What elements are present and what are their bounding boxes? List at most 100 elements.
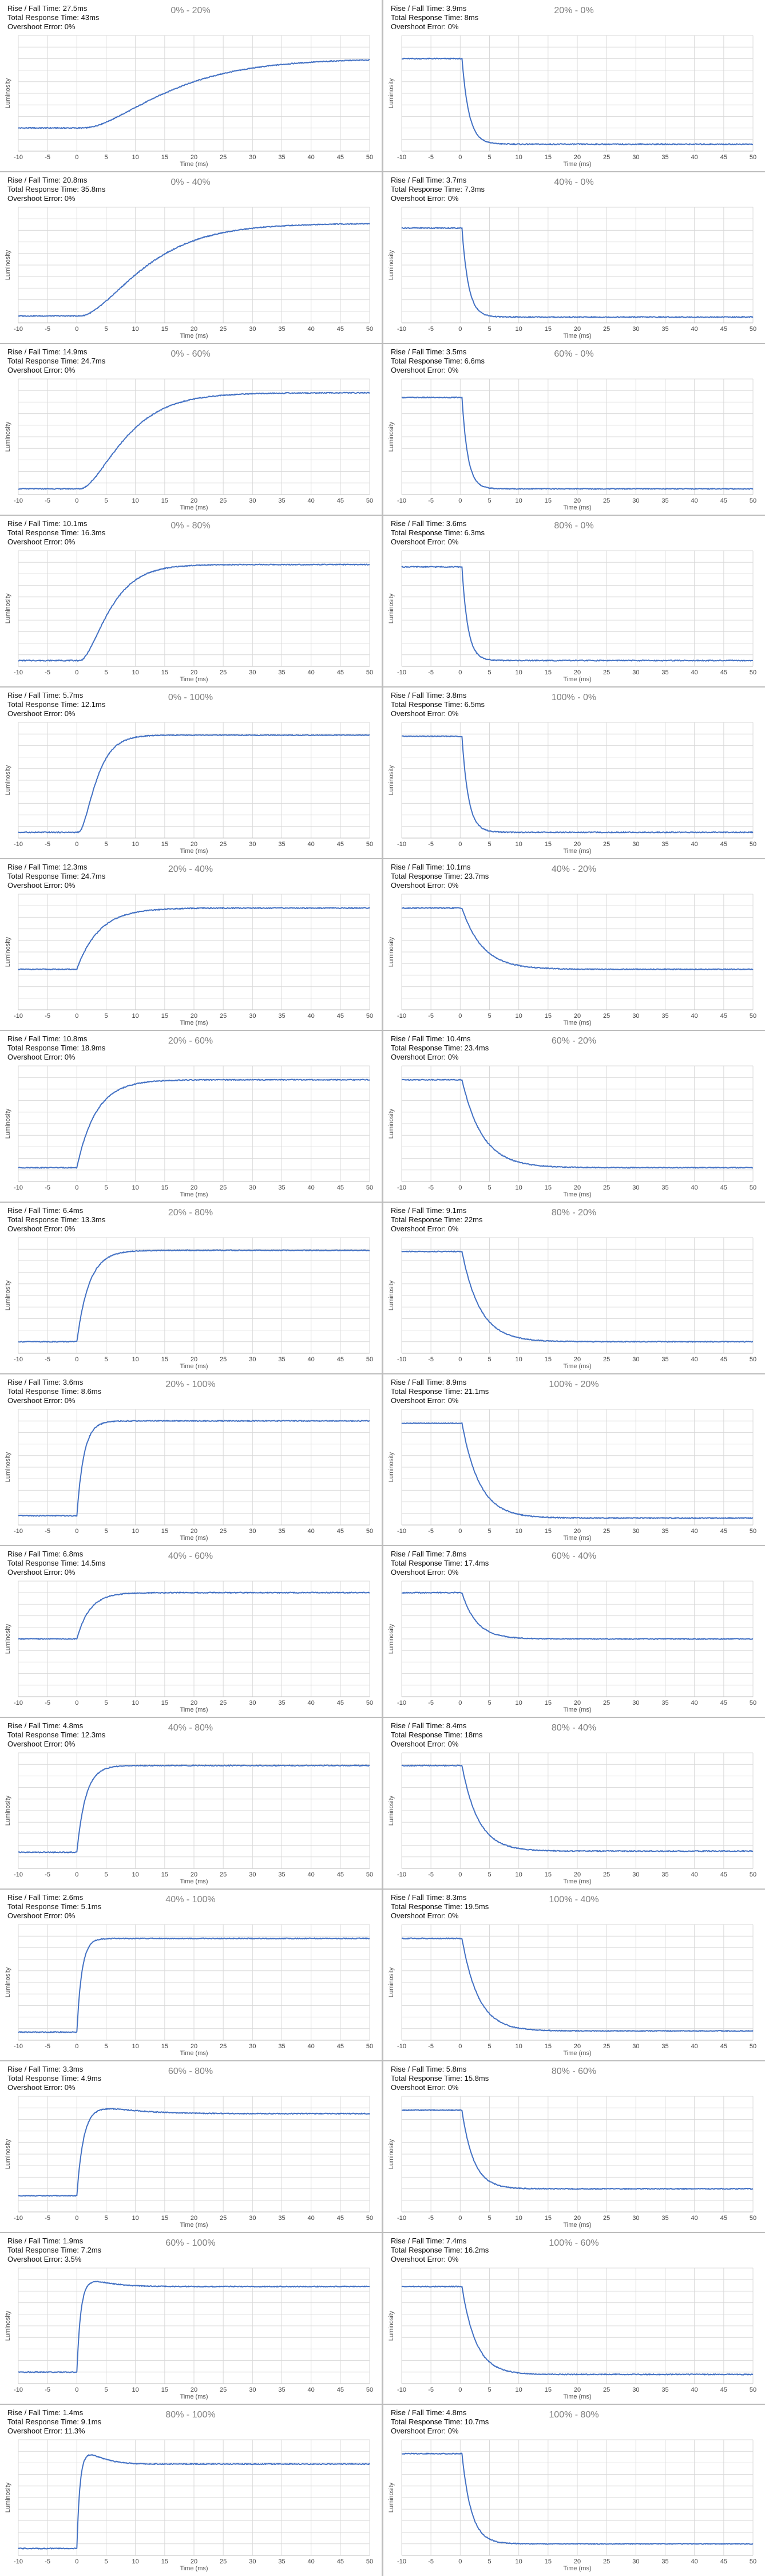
x-tick-label: -5 — [428, 1013, 434, 1020]
x-tick-label: 50 — [750, 2043, 756, 2050]
x-tick-label: 50 — [366, 1184, 373, 1191]
x-tick-label: 10 — [132, 326, 139, 333]
x-tick-label: 30 — [632, 1700, 639, 1706]
y-axis-label: Luminosity — [5, 1280, 11, 1310]
x-tick-label: -5 — [45, 2215, 50, 2222]
x-axis-label: Time (ms) — [180, 1191, 208, 1198]
x-tick-label: 40 — [308, 2387, 315, 2393]
x-tick-label: 40 — [691, 1700, 698, 1706]
chart-title: 60% - 100% — [165, 2238, 215, 2248]
x-tick-label: 40 — [691, 2387, 698, 2393]
series-line — [401, 2109, 754, 2190]
x-tick-label: -5 — [45, 2043, 50, 2050]
series-line — [401, 396, 754, 490]
x-tick-label: 5 — [104, 1356, 108, 1363]
total-response-time-label: Total Response Time: 43ms — [7, 13, 100, 22]
x-tick-label: 40 — [691, 1356, 698, 1363]
x-tick-label: 45 — [720, 841, 727, 848]
chart-title: 0% - 60% — [171, 349, 210, 359]
x-tick-label: 20 — [191, 1528, 197, 1535]
total-response-time-label: Total Response Time: 18ms — [391, 1730, 483, 1739]
x-tick-label: -10 — [14, 326, 23, 333]
x-tick-label: -5 — [45, 1356, 50, 1363]
x-tick-label: -5 — [428, 2387, 434, 2393]
x-tick-label: 35 — [661, 154, 668, 161]
x-tick-label: 15 — [161, 669, 168, 676]
x-tick-label: 40 — [308, 841, 315, 848]
x-tick-label: -10 — [397, 1871, 406, 1878]
x-tick-label: 50 — [750, 497, 756, 504]
rise-fall-time-label: Rise / Fall Time: 4.8ms — [7, 1721, 84, 1730]
overshoot-error-label: Overshoot Error: 0% — [7, 194, 76, 203]
x-tick-label: 5 — [104, 154, 108, 161]
total-response-time-label: Total Response Time: 6.6ms — [391, 357, 485, 365]
x-axis-label: Time (ms) — [180, 848, 208, 855]
series-line — [18, 2454, 370, 2550]
x-tick-label: 45 — [337, 154, 344, 161]
x-tick-label: 50 — [366, 154, 373, 161]
x-tick-label: 0 — [75, 497, 78, 504]
x-tick-label: 35 — [278, 1528, 285, 1535]
x-tick-label: 5 — [104, 2215, 108, 2222]
rise-fall-time-label: Rise / Fall Time: 8.4ms — [391, 1721, 467, 1730]
x-tick-label: 50 — [750, 326, 756, 333]
rise-fall-time-label: Rise / Fall Time: 3.5ms — [391, 347, 467, 356]
x-axis-label: Time (ms) — [563, 504, 591, 511]
x-axis-label: Time (ms) — [563, 1020, 591, 1026]
y-axis-label: Luminosity — [388, 1623, 395, 1654]
y-axis-label: Luminosity — [5, 421, 11, 452]
x-tick-label: 50 — [366, 1356, 373, 1363]
chart-panel: Rise / Fall Time: 14.9ms Total Response T… — [0, 343, 382, 515]
total-response-time-label: Total Response Time: 7.2ms — [7, 2246, 102, 2254]
x-tick-label: 15 — [545, 497, 552, 504]
x-tick-label: -10 — [397, 154, 406, 161]
total-response-time-label: Total Response Time: 24.7ms — [7, 357, 106, 365]
chart-title: 80% - 0% — [554, 521, 593, 531]
x-tick-label: 50 — [366, 326, 373, 333]
x-tick-label: 20 — [574, 1184, 581, 1191]
x-tick-label: 35 — [661, 669, 668, 676]
x-tick-label: 35 — [278, 154, 285, 161]
total-response-time-label: Total Response Time: 13.3ms — [7, 1215, 106, 1224]
x-tick-label: 40 — [691, 326, 698, 333]
x-tick-label: 50 — [366, 497, 373, 504]
chart-title: 40% - 100% — [165, 1895, 215, 1905]
series-line — [401, 735, 754, 833]
x-tick-label: 50 — [366, 669, 373, 676]
x-tick-label: 0 — [75, 1528, 78, 1535]
x-axis-label: Time (ms) — [563, 2565, 591, 2572]
x-tick-label: 20 — [191, 1184, 197, 1191]
x-tick-label: 35 — [278, 1356, 285, 1363]
overshoot-error-label: Overshoot Error: 0% — [391, 194, 459, 203]
chart-panel: Rise / Fall Time: 10.1ms Total Response T… — [383, 859, 765, 1030]
x-tick-label: 10 — [132, 497, 139, 504]
x-tick-label: 25 — [220, 1871, 227, 1878]
x-tick-label: 15 — [545, 326, 552, 333]
x-tick-label: 10 — [132, 2558, 139, 2565]
x-tick-label: 35 — [661, 326, 668, 333]
x-tick-label: 5 — [104, 1528, 108, 1535]
x-tick-label: 35 — [661, 1871, 668, 1878]
y-axis-label: Luminosity — [388, 765, 395, 795]
x-tick-label: 40 — [691, 669, 698, 676]
x-tick-label: 45 — [720, 1528, 727, 1535]
overshoot-error-label: Overshoot Error: 0% — [391, 1740, 459, 1748]
x-tick-label: 25 — [220, 841, 227, 848]
series-line — [18, 1078, 370, 1169]
y-axis-label: Luminosity — [388, 421, 395, 452]
x-tick-label: 35 — [278, 2558, 285, 2565]
x-tick-label: 30 — [632, 1871, 639, 1878]
x-tick-label: 0 — [458, 1356, 462, 1363]
rise-fall-time-label: Rise / Fall Time: 7.4ms — [391, 2237, 467, 2245]
x-tick-label: 45 — [337, 1528, 344, 1535]
x-tick-label: 45 — [720, 2558, 727, 2565]
x-tick-label: -10 — [397, 1184, 406, 1191]
x-tick-label: 0 — [75, 2387, 78, 2393]
x-tick-label: 35 — [278, 1013, 285, 1020]
total-response-time-label: Total Response Time: 10.7ms — [391, 2417, 489, 2426]
